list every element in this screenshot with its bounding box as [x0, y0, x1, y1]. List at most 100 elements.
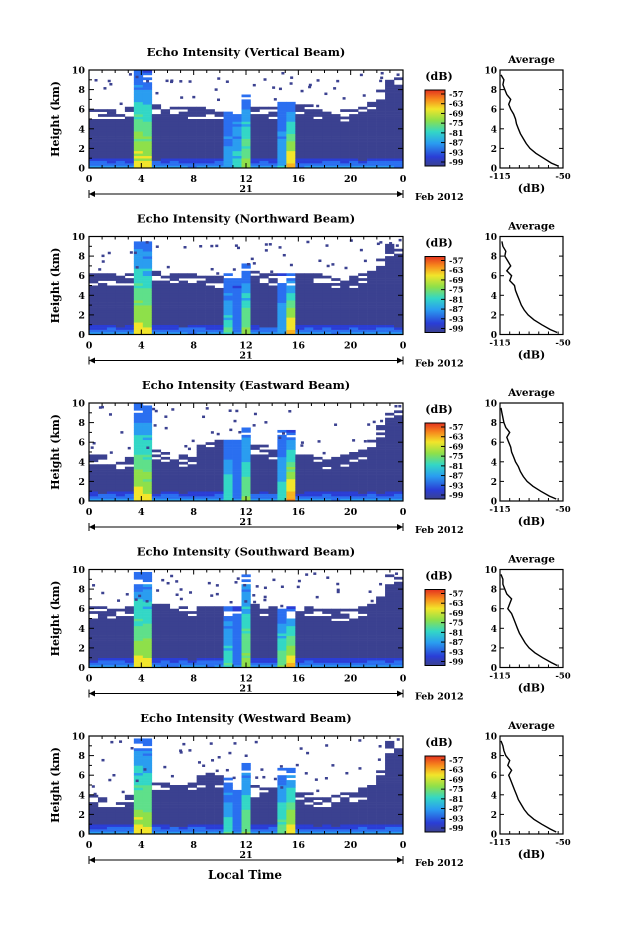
echo-cell [178, 613, 188, 617]
echo-cell [304, 290, 314, 294]
echo-cell [97, 829, 108, 832]
echo-cell [394, 794, 404, 798]
echo-cell [92, 442, 96, 445]
echo-cell [133, 476, 144, 480]
echo-cell [124, 625, 135, 629]
echo-cell [205, 608, 215, 612]
echo-cell [169, 657, 180, 661]
echo-cell [259, 657, 269, 661]
echo-cell [133, 248, 144, 252]
echo-cell [89, 464, 99, 467]
echo-cell [313, 165, 323, 169]
echo-cell [133, 104, 144, 108]
echo-cell [223, 454, 233, 458]
echo-cell [286, 114, 296, 117]
echo-cell [214, 652, 224, 656]
echo-cell [250, 454, 260, 458]
echo-cell [151, 811, 162, 815]
echo-cell [106, 630, 117, 634]
echo-cell [142, 432, 153, 436]
echo-cell [214, 628, 224, 632]
echo-cell [232, 481, 242, 485]
echo-cell [151, 826, 162, 830]
echo-cell [232, 292, 242, 296]
echo-cell [142, 574, 153, 578]
echo-cell [124, 824, 135, 827]
echo-cell [169, 322, 180, 325]
echo-cell [300, 441, 304, 444]
echo-cell [142, 657, 153, 661]
y-tick-label: 2 [78, 643, 85, 654]
echo-cell [322, 633, 332, 636]
echo-cell [304, 287, 314, 291]
echo-cell [124, 456, 135, 460]
echo-cell [349, 792, 359, 796]
echo-cell [133, 616, 144, 619]
echo-cell [89, 814, 99, 818]
echo-cell [367, 295, 377, 299]
echo-cell [304, 302, 314, 306]
echo-cell [133, 606, 144, 609]
echo-cell [322, 329, 332, 333]
echo-cell [331, 630, 341, 634]
echo-cell [169, 148, 180, 152]
echo-cell [187, 305, 197, 308]
echo-cell [160, 811, 171, 815]
x-tick-label: 4 [138, 674, 145, 685]
echo-cell [385, 305, 395, 308]
echo-cell [127, 446, 131, 450]
echo-cell [97, 143, 108, 147]
echo-cell [151, 123, 162, 127]
echo-cell [385, 297, 395, 301]
echo-cell [331, 483, 341, 487]
echo-cell [187, 640, 197, 644]
echo-cell [223, 307, 233, 311]
echo-cell [151, 633, 162, 636]
echo-cell [376, 638, 386, 641]
echo-cell [331, 165, 341, 169]
echo-cell [232, 295, 242, 299]
echo-cell [367, 474, 377, 477]
echo-cell [142, 643, 153, 646]
echo-cell [295, 128, 305, 132]
echo-cell [313, 143, 323, 147]
echo-cell [259, 802, 269, 805]
echo-cell [223, 449, 233, 453]
echo-cell [133, 767, 144, 771]
echo-cell [359, 73, 363, 77]
echo-cell [169, 295, 180, 299]
echo-cell [277, 481, 287, 485]
echo-cell [223, 131, 233, 134]
echo-cell [223, 821, 233, 825]
echo-cell [250, 498, 260, 502]
echo-cell [214, 136, 224, 139]
echo-cell [394, 104, 404, 108]
echo-cell [322, 616, 332, 619]
echo-cell [385, 660, 395, 663]
echo-cell [286, 456, 296, 460]
echo-cell [151, 469, 162, 472]
echo-cell [313, 133, 323, 137]
echo-cell [133, 307, 144, 311]
echo-cell [376, 155, 386, 159]
echo-cell [398, 238, 402, 242]
echo-cell [214, 483, 224, 487]
echo-cell [151, 665, 162, 668]
echo-cell [349, 493, 359, 497]
echo-cell [124, 278, 135, 281]
echo-cell [133, 466, 144, 470]
echo-cell [268, 454, 278, 458]
echo-cell [154, 409, 158, 413]
echo-cell [223, 285, 233, 289]
echo-cell [214, 314, 224, 318]
echo-cell [241, 469, 251, 472]
echo-cell [295, 136, 305, 139]
panel-title: Echo Intensity (Eastward Beam) [142, 378, 350, 392]
echo-cell [367, 645, 377, 649]
colorbar-tick-label: -93 [449, 147, 464, 157]
echo-cell [340, 655, 350, 658]
echo-cell [89, 645, 99, 649]
echo-cell [340, 814, 350, 818]
echo-cell [304, 332, 314, 335]
echo-cell [277, 794, 287, 798]
